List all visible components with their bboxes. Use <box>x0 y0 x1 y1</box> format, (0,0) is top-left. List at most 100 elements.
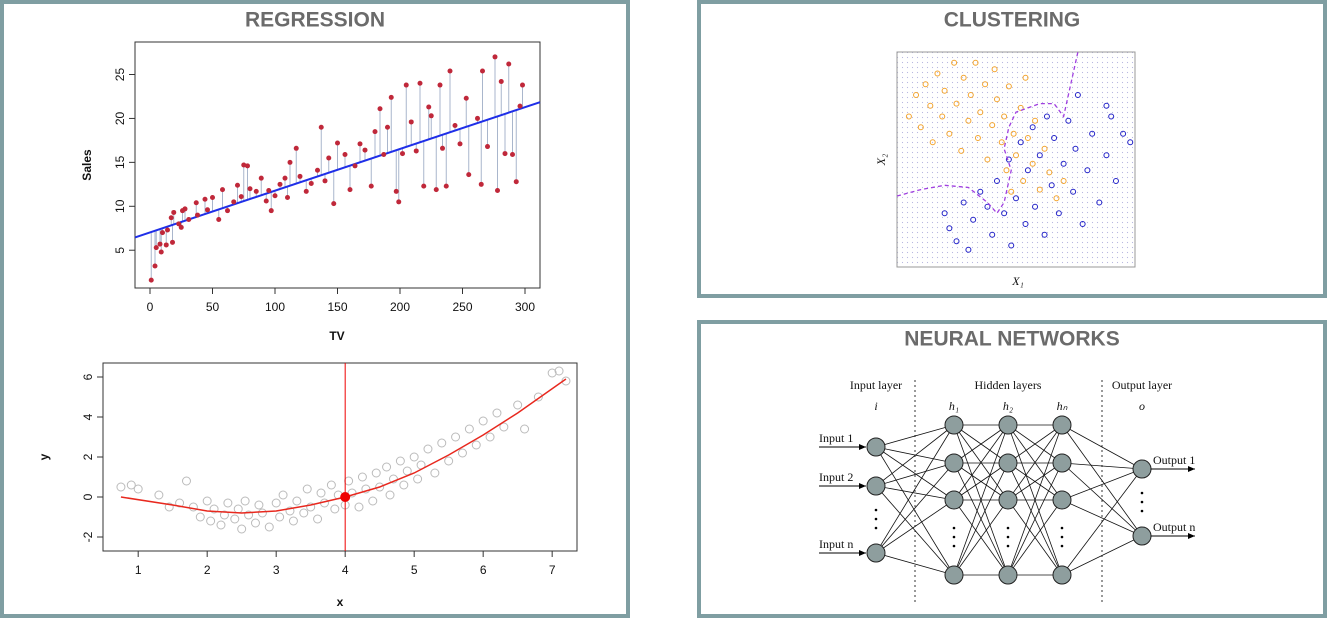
neuron <box>1052 565 1072 585</box>
point <box>1060 178 1067 184</box>
point <box>1053 195 1060 202</box>
point <box>433 187 439 193</box>
ellipsis-dot <box>1060 526 1064 530</box>
ellipsis-dot <box>874 526 878 530</box>
point <box>403 82 409 88</box>
point <box>245 163 250 169</box>
output-label: Output n <box>1153 520 1195 534</box>
point <box>499 422 509 432</box>
ellipsis-dot <box>1140 500 1144 504</box>
connection <box>1061 499 1143 537</box>
layer-title: Hidden layers <box>975 378 1042 392</box>
ellipsis-dot <box>1006 544 1010 548</box>
point <box>989 231 996 238</box>
point <box>413 474 423 484</box>
connection <box>875 462 955 554</box>
point <box>466 172 472 178</box>
layer-symbol: h₁ <box>949 399 959 413</box>
connection <box>953 424 1009 576</box>
point <box>357 472 367 482</box>
point <box>520 82 525 88</box>
point <box>385 124 390 130</box>
point <box>178 224 184 230</box>
point <box>1127 139 1134 146</box>
point <box>463 95 469 101</box>
point <box>1108 113 1115 120</box>
point <box>443 183 449 189</box>
layer-title: Output layer <box>1112 378 1172 392</box>
point <box>1074 92 1081 98</box>
connection <box>875 499 955 554</box>
point <box>285 506 295 516</box>
point <box>223 498 233 508</box>
point <box>998 139 1005 146</box>
connection <box>1007 499 1063 576</box>
point <box>421 183 427 189</box>
x-tick-label: 200 <box>390 300 410 314</box>
point <box>485 144 490 150</box>
neuron <box>1132 526 1152 546</box>
decision-boundary <box>896 51 1079 215</box>
point <box>230 514 240 524</box>
point <box>478 181 484 187</box>
connection <box>875 462 955 487</box>
point <box>506 61 512 67</box>
x-axis-label: X₁ <box>1011 274 1024 288</box>
point <box>272 193 278 199</box>
ellipsis-dot <box>874 508 878 512</box>
point <box>154 490 164 500</box>
point <box>238 194 244 200</box>
point <box>237 524 247 534</box>
point <box>195 212 200 218</box>
connection <box>1007 462 1063 501</box>
point <box>244 510 254 520</box>
y-tick-label: 20 <box>113 111 127 125</box>
point <box>485 432 495 442</box>
point <box>368 496 378 506</box>
ellipsis-dot <box>1006 535 1010 539</box>
neuron <box>866 543 886 563</box>
point <box>1036 152 1043 159</box>
point <box>399 480 409 490</box>
x-tick-label: 5 <box>411 563 418 577</box>
point <box>388 94 394 100</box>
point <box>188 502 198 512</box>
plot-background <box>896 51 1136 268</box>
x-tick-label: 6 <box>480 563 487 577</box>
point <box>423 444 433 454</box>
point <box>1008 188 1015 195</box>
point <box>960 74 967 81</box>
point <box>209 504 219 514</box>
panel-title: CLUSTERING <box>944 9 1081 32</box>
point <box>220 187 225 193</box>
point <box>1072 145 1079 152</box>
point <box>326 480 336 490</box>
point <box>533 392 543 402</box>
point <box>393 188 399 194</box>
connection <box>875 446 955 576</box>
point <box>195 512 205 522</box>
panel-title: REGRESSION <box>245 9 385 32</box>
point <box>946 225 953 232</box>
connection <box>875 552 955 576</box>
point <box>929 139 936 146</box>
connection <box>1007 424 1063 464</box>
point <box>308 180 314 186</box>
point <box>1017 139 1024 146</box>
point <box>984 203 991 210</box>
point <box>1022 221 1029 227</box>
panel <box>0 0 630 618</box>
point <box>263 198 269 204</box>
point <box>492 408 502 418</box>
point <box>452 122 458 128</box>
neuron <box>1132 459 1152 479</box>
point <box>116 482 126 492</box>
point <box>409 452 419 462</box>
x-tick-label: 150 <box>327 300 347 314</box>
point <box>495 187 500 193</box>
point <box>953 100 960 107</box>
point <box>219 510 229 520</box>
point <box>1041 145 1048 152</box>
connection <box>875 424 955 554</box>
point <box>168 215 174 221</box>
